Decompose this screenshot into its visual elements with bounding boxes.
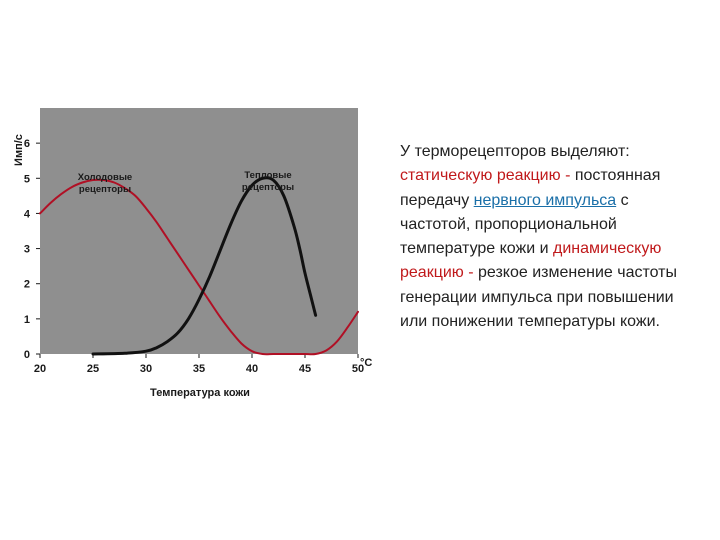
y-axis-label: Имп/с xyxy=(13,134,25,166)
y-tick-label: 4 xyxy=(24,208,31,220)
x-tick-label: 50 xyxy=(352,363,364,375)
nerve-impulse-link[interactable]: нервного импульса xyxy=(473,191,617,209)
warm-receptors-series-line xyxy=(91,176,318,356)
text-part-4: резкое изменение частоты генерации импул… xyxy=(400,264,678,331)
cold-receptors-label: Холодовые рецепторы xyxy=(78,172,132,195)
x-tick-label: 20 xyxy=(34,363,46,375)
x-tick-label: 45 xyxy=(299,363,311,375)
warm-receptors-label: Тепловые рецепторы xyxy=(242,170,294,193)
text-part-2: постоянная передачу xyxy=(400,167,661,209)
cold-receptors-series-line xyxy=(39,178,359,356)
static-reaction-term: статическую реакцию - xyxy=(400,167,575,185)
y-tick-label: 1 xyxy=(24,314,30,326)
x-axis-unit: °C xyxy=(360,357,372,369)
dynamic-reaction-term: динамическую реакцию - xyxy=(400,240,662,282)
description-text: У терморецепторов выделяют: статическую … xyxy=(400,140,700,334)
text-part-3: с частотой, пропорциональной температуре… xyxy=(400,191,629,258)
x-axis-label: Температура кожи xyxy=(150,387,250,399)
x-tick-label: 25 xyxy=(87,363,99,375)
y-tick-label: 0 xyxy=(24,349,30,361)
x-tick-label: 40 xyxy=(246,363,258,375)
y-tick-label: 5 xyxy=(24,173,30,185)
plot-background xyxy=(40,108,358,354)
y-tick-label: 6 xyxy=(24,138,30,150)
text-part-1: У терморецепторов выделяют: xyxy=(400,143,630,160)
y-tick-label: 2 xyxy=(24,279,30,291)
x-tick-label: 35 xyxy=(193,363,205,375)
y-tick-label: 3 xyxy=(24,244,30,256)
x-tick-label: 30 xyxy=(140,363,152,375)
